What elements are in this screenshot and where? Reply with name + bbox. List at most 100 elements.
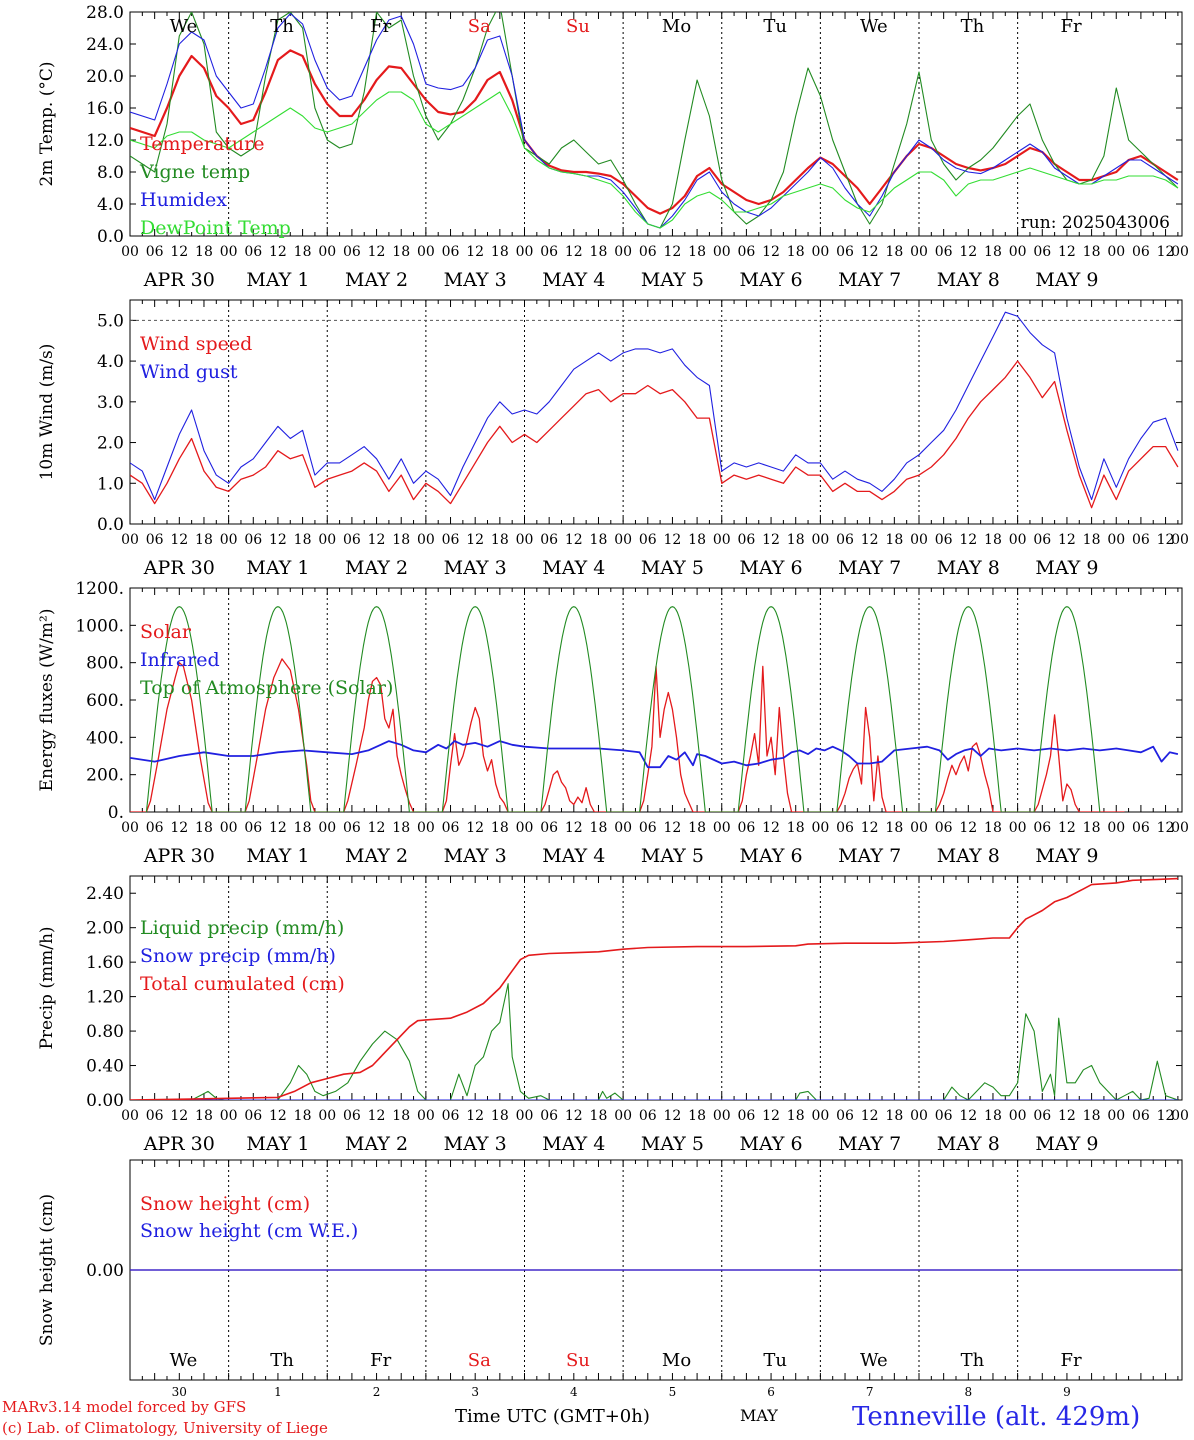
hour-tick-label: 12 — [368, 1108, 386, 1124]
y-tick-label: 0.00 — [86, 1261, 124, 1281]
hour-tick-label: 18 — [590, 820, 608, 836]
y-axis-label: Snow height (cm) — [37, 1194, 57, 1346]
weekday-label: Sa — [468, 16, 491, 37]
series-line-top-of-atmosphere-solar- — [145, 606, 1101, 812]
hour-tick-label: 06 — [244, 1108, 262, 1124]
weekday-label: Mo — [662, 16, 691, 37]
hour-tick-label: 12 — [466, 820, 484, 836]
hour-tick-label: 12 — [565, 820, 583, 836]
day-number-label: 1 — [274, 1385, 282, 1399]
y-tick-label: 0.00 — [86, 1091, 124, 1111]
y-tick-label: 800. — [86, 654, 124, 674]
series-line-vigne-temp — [130, 12, 1179, 229]
date-label: MAY 5 — [641, 845, 704, 867]
hour-tick-label: 06 — [737, 244, 755, 260]
hour-tick-label: 12 — [1157, 244, 1175, 260]
date-label: MAY 3 — [444, 1133, 507, 1155]
legend-entry: DewPoint Temp — [140, 217, 291, 239]
weekday-label: Su — [566, 16, 590, 37]
panel-energy: 0. 200. 400. 600. 800. 1000. 1200. Energy fluxe… — [37, 579, 1189, 867]
series-line-wind-gust — [130, 311, 1179, 501]
hour-tick-label: 00 — [417, 1108, 435, 1124]
hour-tick-label: 06 — [343, 1108, 361, 1124]
hour-tick-label: 18 — [885, 532, 903, 548]
date-label: MAY 3 — [444, 557, 507, 579]
hour-tick-label: 00 — [614, 1108, 632, 1124]
hour-tick-label: 18 — [984, 532, 1002, 548]
date-label: MAY 3 — [444, 845, 507, 867]
hour-tick-label: 00 — [713, 532, 731, 548]
hour-tick-label: 06 — [343, 532, 361, 548]
day-number-label: 4 — [570, 1385, 578, 1399]
hour-tick-label: 06 — [343, 244, 361, 260]
date-label: MAY 6 — [740, 1133, 803, 1155]
hour-tick-label: 18 — [392, 820, 410, 836]
date-label: MAY 8 — [937, 269, 1000, 291]
hour-tick-label: 06 — [935, 1108, 953, 1124]
panel-wind: 0.0 1.0 2.0 3.0 4.0 5.0 10m Wind (m/s) Wind spe… — [37, 299, 1189, 579]
y-tick-label: 4.0 — [97, 195, 124, 215]
hour-tick-label: 06 — [836, 244, 854, 260]
hour-tick-label: 00 — [713, 820, 731, 836]
hour-tick-label: 06 — [639, 820, 657, 836]
hour-tick-label: 12 — [368, 820, 386, 836]
hour-tick-label: 00 — [1107, 820, 1125, 836]
hour-tick-label: 00 — [417, 244, 435, 260]
hour-tick-label: 00 — [1171, 1108, 1189, 1124]
hour-tick-label: 12 — [466, 532, 484, 548]
date-label: APR 30 — [143, 1133, 215, 1155]
hour-tick-label: 12 — [1058, 820, 1076, 836]
hour-tick-label: 12 — [565, 532, 583, 548]
date-label: APR 30 — [143, 845, 215, 867]
hour-tick-label: 00 — [1107, 532, 1125, 548]
legend-entry: Temperature — [140, 133, 264, 155]
hour-tick-label: 18 — [392, 1108, 410, 1124]
hour-tick-label: 12 — [269, 1108, 287, 1124]
hour-tick-label: 12 — [861, 1108, 879, 1124]
legend-entry: Top of Atmosphere (Solar) — [140, 677, 393, 699]
hour-tick-label: 06 — [343, 820, 361, 836]
hour-tick-label: 18 — [984, 244, 1002, 260]
hour-tick-label: 18 — [1083, 820, 1101, 836]
y-tick-label: 1.0 — [97, 474, 124, 494]
series-line-wind-speed — [130, 360, 1179, 509]
y-tick-label: 1.60 — [86, 953, 124, 973]
y-tick-label: 400. — [86, 728, 124, 748]
hour-tick-label: 12 — [565, 1108, 583, 1124]
hour-tick-label: 12 — [1058, 1108, 1076, 1124]
weekday-label: We — [860, 16, 888, 37]
hour-tick-label: 06 — [540, 820, 558, 836]
hour-tick-label: 18 — [590, 532, 608, 548]
y-tick-label: 12.0 — [86, 131, 124, 151]
date-label: MAY 2 — [345, 269, 408, 291]
date-label: MAY 7 — [838, 557, 901, 579]
hour-tick-label: 00 — [516, 1108, 534, 1124]
date-label: APR 30 — [143, 557, 215, 579]
hour-tick-label: 12 — [664, 820, 682, 836]
hour-tick-label: 18 — [392, 244, 410, 260]
hour-tick-label: 06 — [244, 820, 262, 836]
y-tick-label: 1.20 — [86, 988, 124, 1008]
hour-tick-label: 18 — [688, 532, 706, 548]
date-label: MAY 2 — [345, 1133, 408, 1155]
hour-tick-label: 06 — [935, 244, 953, 260]
hour-tick-label: 12 — [959, 532, 977, 548]
series-line-liquid-precip-mm-h- — [130, 983, 1179, 1100]
weekday-label: Fr — [1061, 16, 1082, 37]
date-label: MAY 5 — [641, 557, 704, 579]
hour-tick-label: 00 — [417, 820, 435, 836]
hour-tick-label: 12 — [1157, 532, 1175, 548]
weekday-label: We — [170, 1350, 198, 1371]
y-axis-label: Energy fluxes (W/m²) — [37, 609, 57, 792]
run-label: run: 2025043006 — [1021, 213, 1170, 233]
plot-frame — [129, 11, 1183, 237]
day-number-label: 6 — [767, 1385, 775, 1399]
hour-tick-label: 06 — [737, 532, 755, 548]
weekday-label: Tu — [763, 16, 787, 37]
hour-tick-label: 06 — [540, 1108, 558, 1124]
weekday-label: Fr — [370, 16, 391, 37]
y-tick-label: 28.0 — [86, 3, 124, 23]
legend-entry: Wind gust — [140, 361, 238, 383]
date-label: MAY 7 — [838, 845, 901, 867]
